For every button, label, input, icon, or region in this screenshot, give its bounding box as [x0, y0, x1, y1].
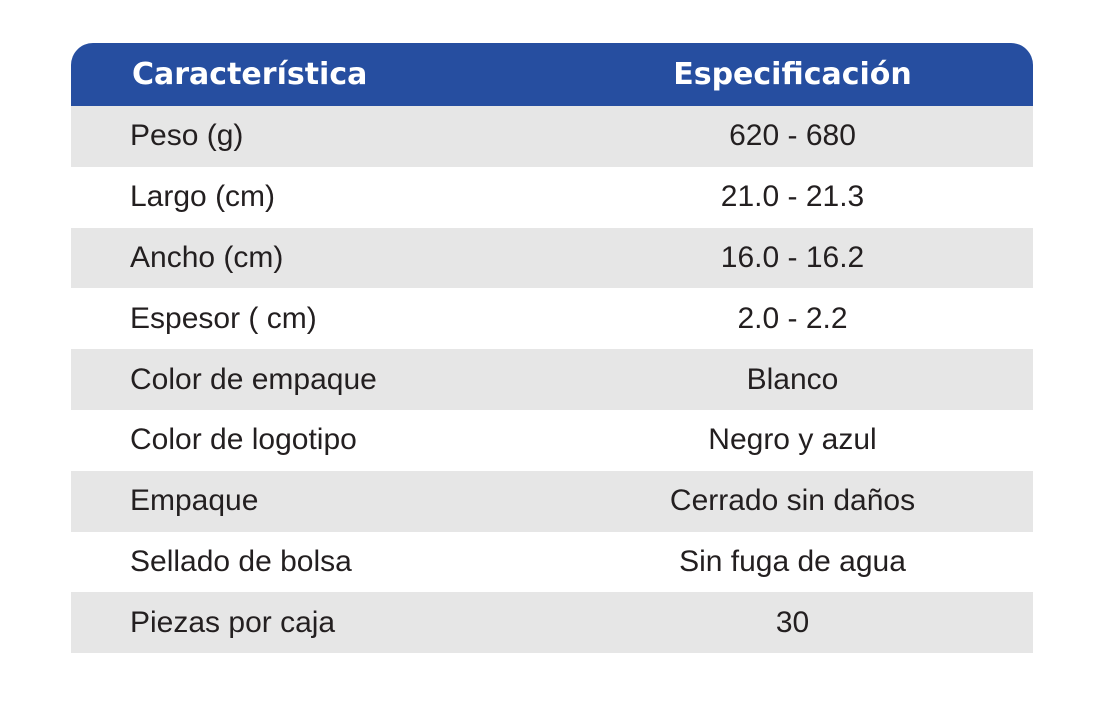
row-value: 2.0 - 2.2	[737, 301, 848, 335]
row-label: Color de empaque	[130, 362, 377, 396]
row-value: 21.0 - 21.3	[720, 180, 865, 214]
row-value: 620 - 680	[729, 119, 856, 153]
spec-table: Característica Especificación Peso (g) 6…	[71, 43, 1033, 654]
row-label: Largo (cm)	[130, 180, 276, 214]
table-row: Piezas por caja 30	[71, 592, 1033, 654]
table-row: Empaque Cerrado sin daños	[71, 470, 1033, 532]
row-label: Ancho (cm)	[130, 240, 284, 274]
table-row: Ancho (cm) 16.0 - 16.2	[71, 227, 1033, 289]
row-value: Cerrado sin daños	[669, 484, 916, 518]
header-specification: Especificación	[673, 57, 912, 92]
row-label: Sellado de bolsa	[130, 544, 352, 578]
table-row: Peso (g) 620 - 680	[71, 106, 1033, 167]
table-header: Característica Especificación	[71, 43, 1033, 106]
table-row: Espesor ( cm) 2.0 - 2.2	[71, 288, 1033, 350]
row-label: Color de logotipo	[130, 423, 357, 457]
row-label: Empaque	[130, 484, 259, 518]
row-label: Peso (g)	[130, 119, 244, 153]
row-value: 30	[775, 605, 810, 639]
row-value: Sin fuga de agua	[679, 544, 906, 578]
table-row: Sellado de bolsa Sin fuga de agua	[71, 531, 1033, 593]
header-characteristic: Característica	[132, 57, 368, 92]
row-value: Blanco	[746, 362, 839, 396]
table-row: Color de logotipo Negro y azul	[71, 409, 1033, 471]
table-row: Largo (cm) 21.0 - 21.3	[71, 166, 1033, 228]
row-value: 16.0 - 16.2	[720, 240, 865, 274]
row-value: Negro y azul	[708, 423, 877, 457]
row-label: Espesor ( cm)	[130, 301, 317, 335]
table-row: Color de empaque Blanco	[71, 349, 1033, 410]
row-label: Piezas por caja	[130, 605, 336, 639]
